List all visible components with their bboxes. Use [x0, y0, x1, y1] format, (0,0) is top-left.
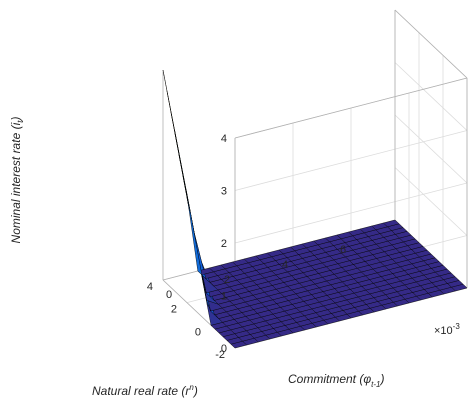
z-tick-label: 3 [221, 186, 227, 198]
y-tick-label: 0 [166, 289, 172, 301]
y-tick-label: 4 [282, 259, 288, 271]
z-tick-label: 0 [221, 343, 227, 355]
z-tick-label: 2 [221, 238, 227, 250]
grid-line-side-z [394, 114, 468, 184]
grid-line-back-z [234, 182, 468, 244]
x-tick-label: 2 [171, 304, 177, 316]
y-axis-exponent: ×10-3 [434, 322, 460, 337]
y-tick-label: 2 [224, 274, 230, 286]
z-tick-label: 4 [221, 133, 227, 145]
surface-patch [162, 69, 179, 152]
grid-line-side-z [394, 62, 468, 131]
grid-line-side-z [394, 167, 468, 236]
y-axis-label: Commitment (φt-1) [288, 372, 385, 389]
box-edge [394, 9, 468, 79]
box-edge [234, 77, 468, 139]
x-axis-label: Natural real rate (rn) [92, 383, 198, 398]
x-tick-label: 4 [147, 281, 153, 293]
surface-mesh [162, 69, 468, 349]
z-axis-label: Nominal interest rate (it) [9, 117, 25, 244]
y-tick-label: 6 [340, 244, 346, 256]
z-tick-label: 1 [221, 291, 227, 303]
x-tick-label: -2 [215, 349, 225, 361]
grid-line-back-z [234, 130, 468, 191]
x-tick-label: 0 [195, 326, 201, 338]
